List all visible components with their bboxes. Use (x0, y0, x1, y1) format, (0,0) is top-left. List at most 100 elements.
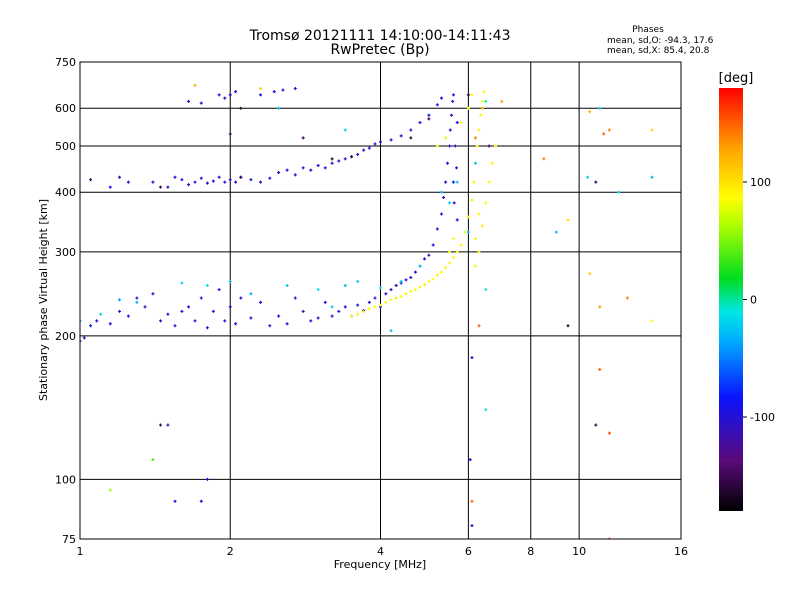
data-point (494, 144, 498, 148)
data-point (451, 180, 455, 184)
data-point (470, 198, 474, 202)
data-point (399, 279, 403, 283)
data-point (367, 300, 371, 304)
data-point (82, 336, 86, 340)
data-point (487, 144, 491, 148)
y-axis-ticks: 75 100 200 300 400 500 600 750 (55, 56, 76, 546)
data-point (475, 144, 479, 148)
data-point (440, 270, 443, 274)
data-point (373, 142, 377, 146)
data-point (193, 83, 197, 87)
data-point (409, 128, 413, 132)
data-point (268, 324, 272, 328)
data-point (431, 277, 435, 281)
data-point (413, 270, 417, 274)
data-point (173, 324, 177, 328)
data-point (440, 212, 443, 216)
data-point (330, 161, 334, 165)
data-point (337, 159, 341, 163)
data-point (451, 236, 455, 240)
data-point (594, 180, 598, 184)
data-point (330, 305, 334, 309)
data-point (151, 180, 155, 184)
data-point (301, 136, 305, 140)
data-point (159, 319, 163, 323)
data-point (598, 106, 602, 110)
data-point (418, 264, 422, 268)
data-point (455, 250, 459, 254)
data-point (316, 288, 320, 292)
data-point (239, 175, 243, 179)
data-point (135, 300, 139, 304)
data-point (228, 305, 232, 309)
data-point (490, 161, 494, 165)
data-point (228, 178, 232, 182)
data-point (602, 132, 606, 136)
data-point (607, 537, 611, 539)
data-point (249, 178, 253, 182)
data-point (484, 201, 488, 205)
data-point (468, 458, 472, 462)
data-point (598, 367, 602, 371)
data-point (435, 144, 439, 148)
data-point (373, 296, 377, 300)
data-point (205, 477, 209, 481)
data-point (277, 106, 281, 110)
data-point (442, 195, 446, 199)
data-point (455, 180, 459, 184)
data-point (234, 180, 238, 184)
data-point (379, 303, 382, 307)
data-point (422, 283, 426, 287)
data-point (418, 285, 422, 289)
data-point (281, 88, 285, 92)
data-point (367, 307, 371, 311)
data-point (588, 272, 592, 276)
data-point (470, 93, 474, 97)
data-point (180, 178, 184, 182)
data-point (466, 230, 470, 234)
data-point (272, 90, 276, 94)
data-point (448, 201, 452, 205)
data-point (404, 278, 408, 282)
data-point (301, 166, 305, 170)
data-point (449, 113, 453, 117)
data-point (205, 326, 209, 330)
data-point (466, 215, 470, 219)
data-point (239, 106, 243, 110)
data-point (477, 324, 481, 328)
data-point (566, 218, 570, 222)
data-point (330, 157, 334, 161)
data-point (435, 227, 439, 231)
data-point (187, 305, 191, 309)
data-point (379, 140, 382, 144)
data-point (500, 99, 504, 103)
data-point (199, 296, 203, 300)
data-point (217, 175, 221, 179)
data-point (205, 181, 209, 185)
data-point (452, 201, 456, 205)
data-point (389, 329, 393, 333)
data-point (418, 121, 422, 125)
data-point (249, 292, 253, 296)
data-point (650, 175, 654, 179)
data-point (223, 319, 227, 323)
data-point (607, 128, 611, 132)
data-point (228, 279, 232, 283)
data-point (356, 279, 360, 283)
data-point (166, 423, 170, 427)
data-point (259, 300, 263, 304)
phase-legend-x: mean, sd,X: 85.4, 20.8 (607, 46, 710, 56)
data-point (343, 128, 347, 132)
data-point (108, 185, 112, 189)
data-point (409, 136, 413, 140)
data-point (389, 298, 393, 302)
data-point (477, 212, 481, 216)
data-point (277, 314, 281, 318)
data-point (362, 309, 366, 313)
data-point (193, 319, 197, 323)
grid-lines (80, 62, 681, 539)
data-point (466, 106, 470, 110)
data-point (455, 121, 459, 125)
data-point (95, 319, 99, 323)
data-point (617, 190, 621, 194)
